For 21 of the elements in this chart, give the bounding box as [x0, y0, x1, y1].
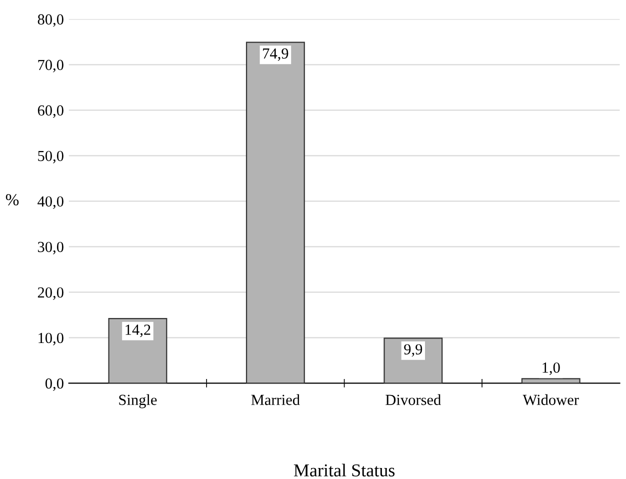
y-tick-label: 60,0: [38, 105, 64, 118]
data-label: 74,9: [263, 48, 288, 61]
y-tick-label: 0,0: [45, 378, 64, 391]
y-tick-label: 70,0: [38, 60, 64, 72]
y-tick-label: 40,0: [38, 196, 64, 209]
x-tick-label: Divorsed: [386, 394, 441, 406]
x-axis-title: Marital Status: [294, 464, 395, 476]
data-label: 1,0: [542, 362, 560, 375]
x-tick-label: Married: [251, 394, 300, 406]
y-tick-label: 80,0: [38, 14, 64, 27]
data-label: 9,9: [404, 344, 422, 357]
x-tick-label: Widower: [522, 394, 579, 406]
y-axis-title: %: [6, 194, 19, 206]
y-tick-label: 10,0: [38, 332, 64, 346]
data-label: 14,2: [126, 324, 150, 338]
y-tick-label: 20,0: [38, 287, 64, 300]
bar: [246, 42, 305, 384]
x-tick-label: Single: [119, 394, 157, 408]
y-tick-label: 50,0: [38, 150, 64, 164]
bar: [521, 378, 580, 384]
y-tick-label: 30,0: [38, 242, 64, 254]
